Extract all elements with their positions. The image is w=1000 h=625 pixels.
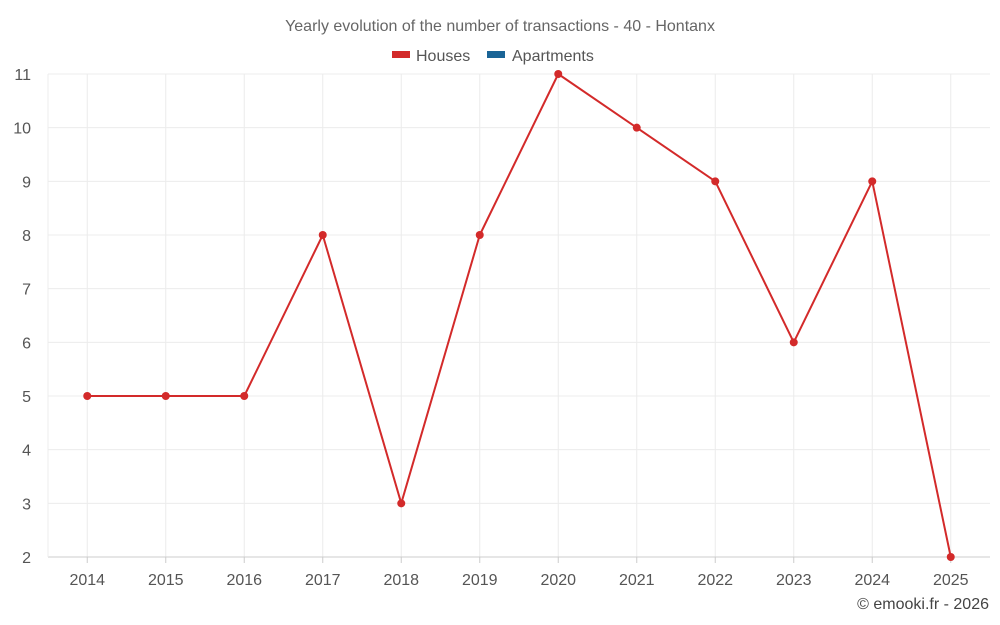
data-point-2014[interactable]	[83, 392, 92, 400]
data-point-2015[interactable]	[161, 392, 170, 400]
legend-label-houses: Houses	[416, 48, 470, 65]
x-tick-label: 2019	[462, 572, 498, 589]
y-tick-label: 4	[22, 443, 31, 460]
chart-title: Yearly evolution of the number of transa…	[285, 18, 715, 35]
y-tick-label: 3	[22, 496, 31, 513]
x-tick-label: 2018	[383, 572, 419, 589]
data-point-2019[interactable]	[475, 231, 484, 239]
data-point-2023[interactable]	[789, 338, 798, 347]
credit-text: © emooki.fr - 2026	[857, 596, 989, 613]
data-point-2016[interactable]	[240, 392, 249, 400]
x-tick-label: 2024	[854, 572, 890, 589]
data-point-2025[interactable]	[946, 553, 955, 561]
legend-swatch-houses	[392, 51, 410, 58]
data-point-2024[interactable]	[868, 177, 877, 186]
x-tick-label: 2014	[69, 572, 105, 589]
gridlines	[48, 73, 990, 557]
legend: Houses Apartments	[392, 48, 594, 65]
x-tick-label: 2020	[540, 572, 576, 589]
data-point-2020[interactable]	[554, 70, 563, 78]
x-tick-label: 2021	[619, 572, 655, 589]
data-point-2021[interactable]	[632, 123, 641, 132]
axes	[47, 74, 990, 563]
data-point-2017[interactable]	[318, 231, 327, 239]
y-tick-label: 5	[22, 389, 31, 406]
y-axis-ticks: 2 3 4 5 6 7 8 9 10 11	[13, 67, 31, 567]
legend-item-houses[interactable]: Houses	[392, 48, 470, 65]
data-point-2022[interactable]	[711, 177, 720, 186]
y-tick-label: 6	[22, 335, 31, 352]
x-tick-label: 2017	[305, 572, 341, 589]
data-point-2018[interactable]	[397, 499, 406, 508]
x-tick-label: 2022	[697, 572, 733, 589]
y-tick-label: 8	[22, 228, 31, 245]
y-tick-label: 7	[22, 282, 31, 299]
y-tick-label: 9	[22, 174, 31, 191]
x-tick-label: 2023	[776, 572, 812, 589]
legend-item-apartments[interactable]: Apartments	[487, 48, 594, 65]
y-tick-label: 10	[13, 121, 31, 138]
y-tick-label: 2	[22, 550, 31, 567]
legend-label-apartments: Apartments	[512, 48, 594, 65]
series-line-houses	[87, 73, 952, 558]
x-tick-label: 2025	[933, 572, 969, 589]
x-axis-ticks: 2014 2015 2016 2017 2018 2019 2020 2021 2022 2023…	[69, 572, 968, 589]
series-houses	[83, 70, 955, 561]
legend-swatch-apartments	[487, 51, 505, 58]
x-tick-label: 2015	[148, 572, 184, 589]
y-tick-label: 11	[14, 67, 31, 84]
x-tick-label: 2016	[226, 572, 262, 589]
